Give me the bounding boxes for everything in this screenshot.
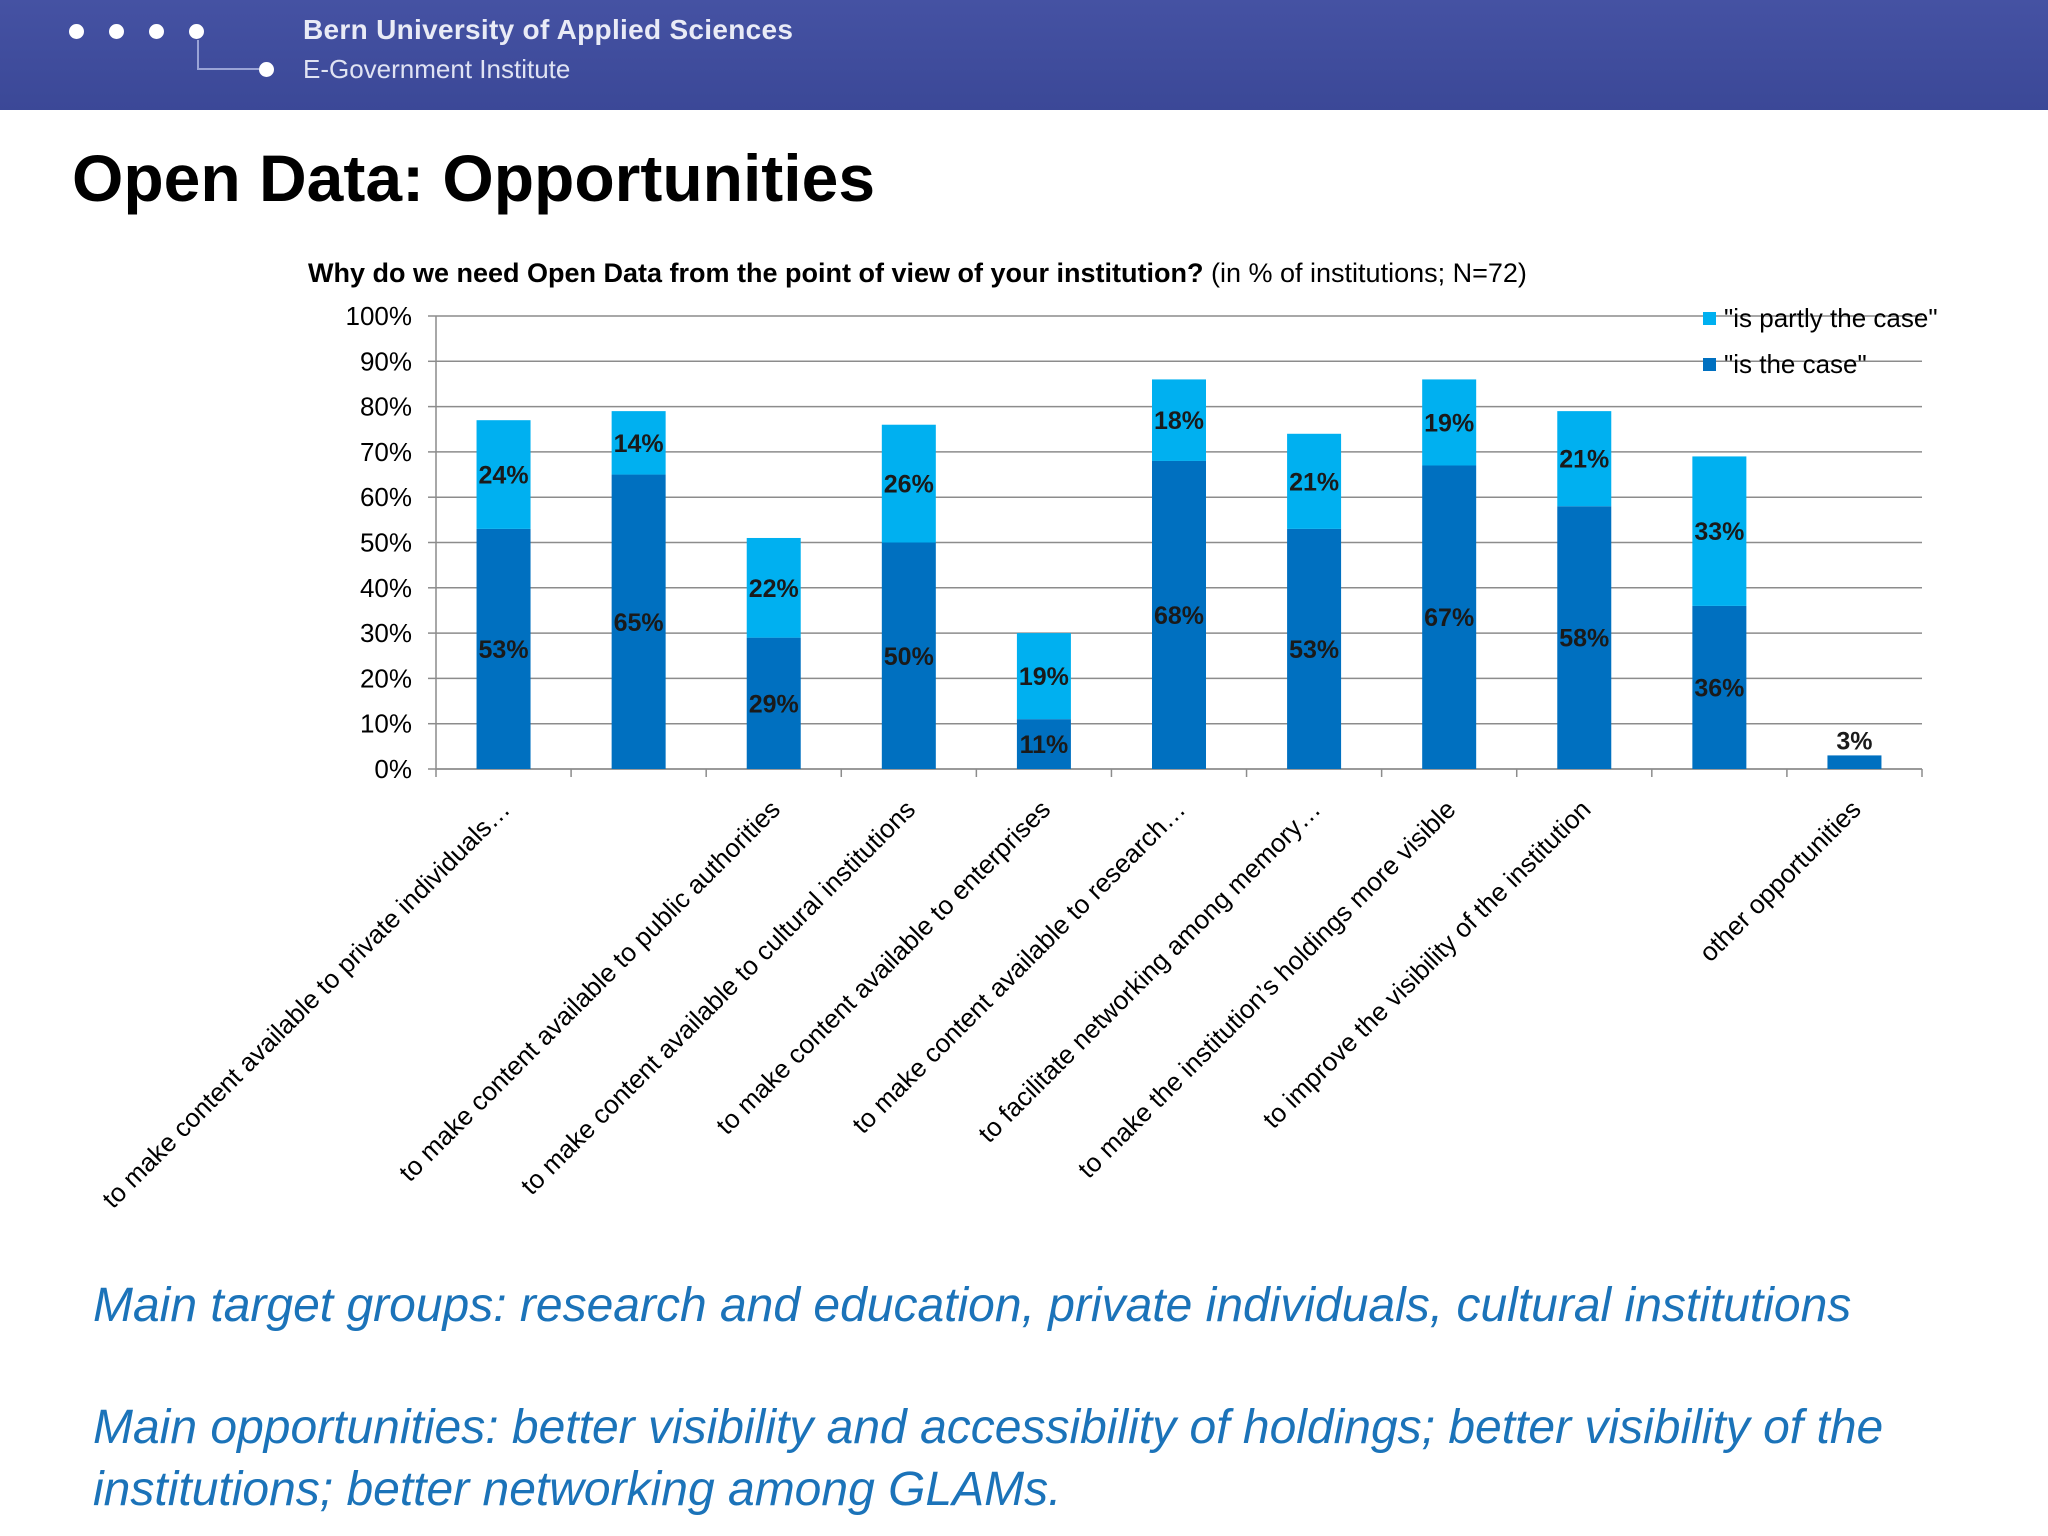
summary-opportunities: Main opportunities: better visibility an… (93, 1401, 1884, 1516)
logo-dot (259, 62, 274, 77)
y-tick-label: 20% (360, 663, 412, 693)
stacked-bar-chart: 0% 10% 20% 30% 40% 50% 60% 70% 80% 90% 100% 53% 24% 6… (96, 301, 1938, 1214)
data-label: 19% (1019, 663, 1069, 691)
data-label: 24% (479, 462, 529, 490)
data-label: 53% (1289, 636, 1339, 664)
bar-segment (1422, 465, 1477, 769)
bar-segment (1152, 379, 1206, 461)
bar-segment (1287, 528, 1342, 769)
data-label: 3% (1836, 727, 1872, 755)
data-label: 65% (614, 609, 664, 637)
bar-segment (476, 420, 531, 529)
data-label: 67% (1424, 604, 1474, 632)
data-label: 14% (614, 430, 664, 458)
y-tick-label: 50% (360, 528, 412, 558)
data-label: 18% (1154, 407, 1204, 435)
header-bar: Bern University of Applied Sciences E-Go… (0, 0, 2048, 110)
logo-line (197, 40, 199, 70)
data-label: 21% (1559, 446, 1609, 474)
bar-segment (746, 637, 801, 769)
data-label: 26% (884, 471, 934, 499)
bar-segment (1557, 506, 1612, 769)
logo-dot (189, 24, 204, 39)
data-label: 22% (749, 575, 799, 603)
summary-target-groups: Main target groups: research and educati… (93, 1279, 1852, 1332)
bar-segment (1692, 456, 1747, 606)
bar-segment (746, 537, 801, 638)
data-label: 36% (1694, 674, 1744, 702)
chart-title-question: Why do we need Open Data from the point … (308, 258, 1204, 288)
legend-swatch (1703, 312, 1716, 325)
bar-segment (1287, 433, 1342, 529)
bar-segment (611, 474, 666, 769)
data-label: 19% (1424, 409, 1474, 437)
bar-segment (1016, 719, 1071, 769)
legend-label: "is the case" (1724, 349, 1867, 379)
legend-swatch (1703, 358, 1716, 371)
data-label: 53% (479, 636, 529, 664)
university-name: Bern University of Applied Sciences (303, 14, 794, 45)
category-label: other opportunities (1693, 794, 1867, 968)
y-tick-label: 30% (360, 618, 412, 648)
data-label: 11% (1020, 731, 1069, 759)
y-tick-label: 60% (360, 482, 412, 512)
y-tick-label: 70% (360, 437, 412, 467)
chart-title: Why do we need Open Data from the point … (308, 258, 1527, 289)
logo-line (197, 68, 259, 70)
bar-segment (1016, 633, 1071, 720)
data-label: 50% (884, 643, 934, 671)
bar-segment (1422, 379, 1477, 466)
logo-dot (109, 24, 124, 39)
chart-title-note: (in % of institutions; N=72) (1203, 258, 1527, 288)
bar-segment (881, 542, 936, 769)
data-label: 68% (1154, 602, 1204, 630)
y-tick-label: 0% (374, 754, 412, 784)
data-label: 33% (1694, 518, 1744, 546)
bar-segment (1692, 605, 1747, 769)
bar-segment (1152, 460, 1206, 769)
bar-segment (1557, 411, 1612, 507)
bar-segment (476, 528, 531, 769)
y-tick-label: 100% (346, 301, 413, 331)
logo-dot (69, 24, 84, 39)
data-label: 21% (1289, 468, 1339, 496)
y-tick-label: 90% (360, 346, 412, 376)
data-label: 29% (749, 690, 799, 718)
bar-segment (881, 424, 936, 543)
logo-dot (149, 24, 164, 39)
y-tick-label: 80% (360, 392, 412, 422)
y-tick-label: 40% (360, 573, 412, 603)
y-tick-label: 10% (360, 709, 412, 739)
legend-label: "is partly the case" (1724, 303, 1938, 333)
institute-name: E-Government Institute (303, 54, 571, 84)
data-label: 58% (1559, 625, 1609, 653)
slide-title: Open Data: Opportunities (72, 141, 876, 215)
category-label: to make content available to private ind… (96, 794, 516, 1214)
bar-segment (1827, 755, 1882, 769)
bar-segment (611, 411, 666, 475)
